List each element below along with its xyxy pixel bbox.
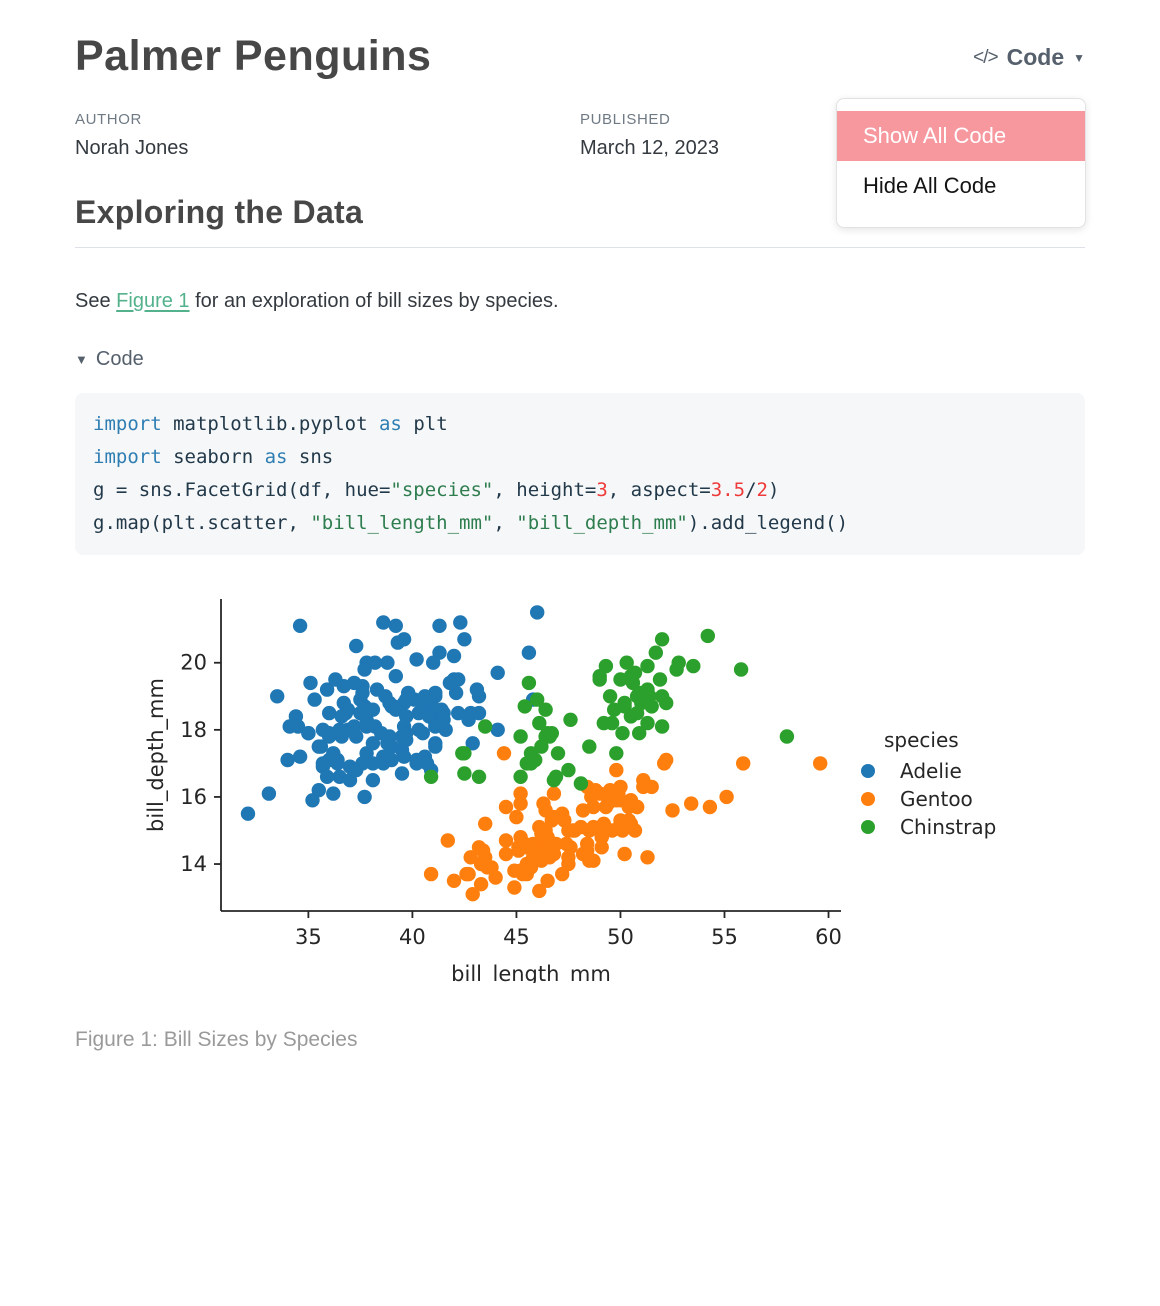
page-title: Palmer Penguins bbox=[75, 32, 432, 80]
intro-paragraph: See Figure 1 for an exploration of bill … bbox=[75, 286, 1085, 316]
code-menu-dropdown: Show All Code Hide All Code bbox=[836, 98, 1086, 228]
svg-text:45: 45 bbox=[503, 925, 530, 949]
legend-label-chinstrap: Chinstrap bbox=[900, 815, 996, 839]
document-header: Palmer Penguins </> Code ▼ Show All Code… bbox=[75, 32, 1086, 228]
series-adelie bbox=[240, 605, 545, 821]
code-fold-toggle[interactable]: ▼ Code bbox=[75, 348, 1085, 371]
code-fold-label: Code bbox=[95, 348, 144, 370]
triangle-down-icon: ▼ bbox=[75, 352, 88, 367]
svg-text:14: 14 bbox=[180, 852, 207, 876]
code-brackets-icon: </> bbox=[973, 46, 999, 68]
section-heading: Exploring the Data bbox=[75, 194, 1085, 248]
series-gentoo bbox=[423, 746, 828, 902]
figure-1-link[interactable]: Figure 1 bbox=[116, 290, 190, 312]
scatter-plot-container: 35 40 45 50 55 60 14 16 18 20 bill_length_mm bill_d… bbox=[141, 591, 1085, 988]
svg-text:18: 18 bbox=[180, 718, 207, 742]
svg-text:60: 60 bbox=[815, 925, 842, 949]
legend-marker-chinstrap bbox=[861, 820, 875, 834]
author-block: AUTHOR Norah Jones bbox=[75, 111, 580, 160]
published-block: PUBLISHED March 12, 2023 bbox=[580, 111, 1085, 160]
published-date: March 12, 2023 bbox=[580, 137, 719, 159]
svg-text:40: 40 bbox=[399, 925, 426, 949]
svg-text:16: 16 bbox=[180, 785, 207, 809]
legend-title: species bbox=[884, 728, 959, 752]
figure-caption: Figure 1: Bill Sizes by Species bbox=[75, 1028, 358, 1051]
caret-down-icon: ▼ bbox=[1073, 50, 1085, 65]
legend-marker-gentoo bbox=[861, 792, 875, 806]
menu-item-show-all-code[interactable]: Show All Code bbox=[837, 111, 1085, 161]
svg-text:20: 20 bbox=[180, 651, 207, 675]
y-axis-label: bill_depth_mm bbox=[144, 678, 169, 832]
series-chinstrap bbox=[423, 628, 795, 791]
legend: species Adelie Gentoo Chinstrap bbox=[861, 728, 996, 839]
author-label: AUTHOR bbox=[75, 111, 142, 128]
scatter-plot: 35 40 45 50 55 60 14 16 18 20 bill_length_mm bill_d… bbox=[144, 599, 996, 987]
author-name: Norah Jones bbox=[75, 137, 189, 159]
paragraph-prefix: See bbox=[75, 290, 117, 312]
legend-marker-adelie bbox=[861, 764, 875, 778]
code-block: import matplotlib.pyplot as plt import s… bbox=[75, 393, 1085, 555]
title-block-meta: AUTHOR Norah Jones PUBLISHED March 12, 2… bbox=[75, 111, 1085, 160]
axes: 35 40 45 50 55 60 14 16 18 20 bill_length_mm bill_d… bbox=[144, 599, 842, 987]
paragraph-suffix: for an exploration of bill sizes by spec… bbox=[189, 290, 559, 312]
code-menu-label: Code bbox=[1006, 44, 1065, 70]
published-label: PUBLISHED bbox=[580, 111, 671, 128]
legend-label-gentoo: Gentoo bbox=[900, 787, 973, 811]
svg-text:55: 55 bbox=[711, 925, 738, 949]
code-menu-button[interactable]: </> Code ▼ bbox=[973, 44, 1085, 71]
x-axis-label: bill_length_mm bbox=[451, 962, 611, 983]
svg-text:35: 35 bbox=[295, 925, 322, 949]
figure-1: 35 40 45 50 55 60 14 16 18 20 bill_length_mm bill_d… bbox=[75, 591, 1085, 1052]
code-tools: </> Code ▼ Show All Code Hide All Code bbox=[836, 44, 1086, 228]
svg-text:50: 50 bbox=[607, 925, 634, 949]
menu-item-hide-all-code[interactable]: Hide All Code bbox=[863, 173, 997, 198]
legend-label-adelie: Adelie bbox=[900, 759, 962, 783]
